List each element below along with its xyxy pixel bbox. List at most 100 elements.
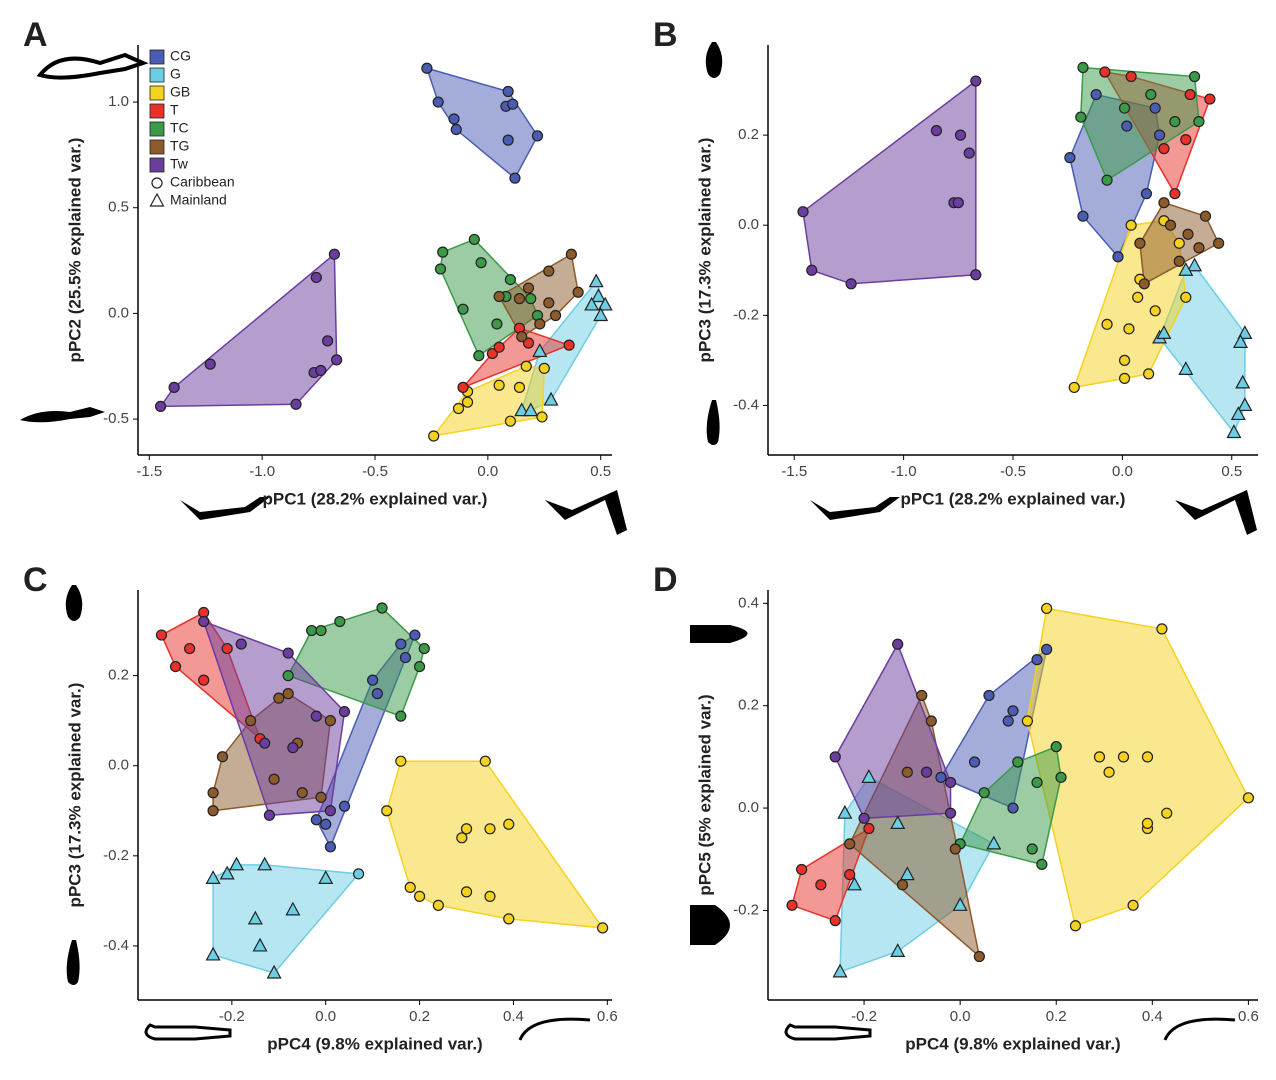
point: [901, 766, 913, 778]
point: [1143, 368, 1155, 380]
point: [1156, 325, 1172, 339]
point: [1068, 381, 1080, 394]
point: [263, 809, 276, 821]
point: [404, 881, 416, 893]
point: [1140, 188, 1153, 200]
point: [1041, 643, 1053, 655]
point: [273, 692, 285, 704]
point: [538, 362, 550, 374]
point: [205, 946, 221, 961]
point: [1178, 262, 1194, 276]
point: [504, 273, 517, 286]
point: [890, 943, 906, 957]
point: [1069, 920, 1082, 932]
point: [399, 651, 412, 664]
point: [513, 293, 526, 305]
point: [534, 318, 546, 330]
x-axis-title: pPC4 (9.8% explained var.): [267, 1034, 482, 1053]
legend-swatch: [149, 139, 165, 155]
point: [1012, 756, 1024, 768]
point: [475, 257, 487, 269]
point: [944, 776, 957, 789]
point: [806, 264, 818, 276]
x-tick-label: 0.2: [1046, 1008, 1067, 1025]
point: [892, 638, 904, 650]
point: [846, 876, 862, 891]
point: [523, 402, 539, 417]
point: [352, 868, 365, 880]
point: [531, 130, 544, 142]
point: [916, 689, 928, 702]
point: [1187, 257, 1203, 272]
point: [1075, 111, 1087, 123]
x-tick-label: 0.0: [315, 1008, 336, 1025]
point: [320, 818, 332, 830]
point: [371, 688, 383, 700]
point: [1123, 323, 1135, 335]
point: [1093, 751, 1106, 763]
point: [1184, 88, 1196, 101]
point: [1235, 374, 1251, 389]
hull: [1080, 66, 1200, 182]
point: [413, 890, 426, 902]
y-axis-title: pPC3 (17.3% explained var.): [65, 683, 84, 908]
point: [381, 805, 393, 817]
point: [949, 843, 961, 855]
point: [829, 751, 841, 763]
point: [468, 233, 480, 246]
point: [491, 318, 503, 330]
point: [1149, 305, 1161, 317]
x-axis-title: pPC4 (9.8% explained var.): [905, 1034, 1120, 1053]
point: [925, 715, 937, 727]
point: [543, 391, 559, 406]
point: [796, 863, 808, 876]
point: [207, 805, 219, 817]
panel-label: A: [23, 16, 48, 54]
point: [310, 814, 322, 826]
point: [432, 96, 444, 108]
point: [486, 347, 498, 360]
point: [1031, 654, 1043, 666]
point: [285, 901, 301, 916]
point: [204, 358, 216, 370]
point: [219, 865, 235, 880]
point: [437, 246, 449, 258]
point: [507, 98, 519, 110]
point: [513, 381, 526, 393]
point: [1173, 255, 1185, 267]
point: [221, 642, 233, 655]
point: [1145, 88, 1157, 101]
point: [1055, 771, 1067, 783]
point: [503, 913, 515, 925]
point: [920, 766, 933, 778]
point: [1237, 397, 1253, 412]
point: [479, 755, 491, 767]
legend-label: Mainland: [170, 192, 227, 208]
point: [1021, 715, 1034, 727]
x-tick-label: 0.0: [477, 463, 498, 480]
y-axis-title: pPC5 (5% explained var.): [695, 694, 714, 895]
point: [1226, 424, 1242, 439]
point: [247, 910, 263, 925]
point: [421, 62, 433, 74]
hull: [1026, 607, 1250, 927]
point: [1132, 291, 1144, 303]
point: [448, 113, 460, 125]
point: [315, 624, 327, 637]
point: [829, 915, 841, 927]
y-tick-label: -0.2: [103, 847, 129, 864]
legend-swatch: [149, 157, 165, 173]
point: [797, 206, 809, 218]
y-tick-label: 0.4: [738, 594, 759, 611]
legend-label: TC: [170, 120, 189, 136]
point: [1193, 115, 1205, 128]
point: [154, 400, 167, 412]
point: [484, 823, 496, 835]
y-tick-label: -0.2: [733, 901, 759, 918]
point: [334, 615, 346, 628]
y-tick-label: -0.4: [733, 396, 759, 413]
point: [310, 271, 322, 284]
hull: [212, 864, 361, 974]
legend-swatch: [149, 85, 165, 101]
point: [452, 402, 465, 415]
